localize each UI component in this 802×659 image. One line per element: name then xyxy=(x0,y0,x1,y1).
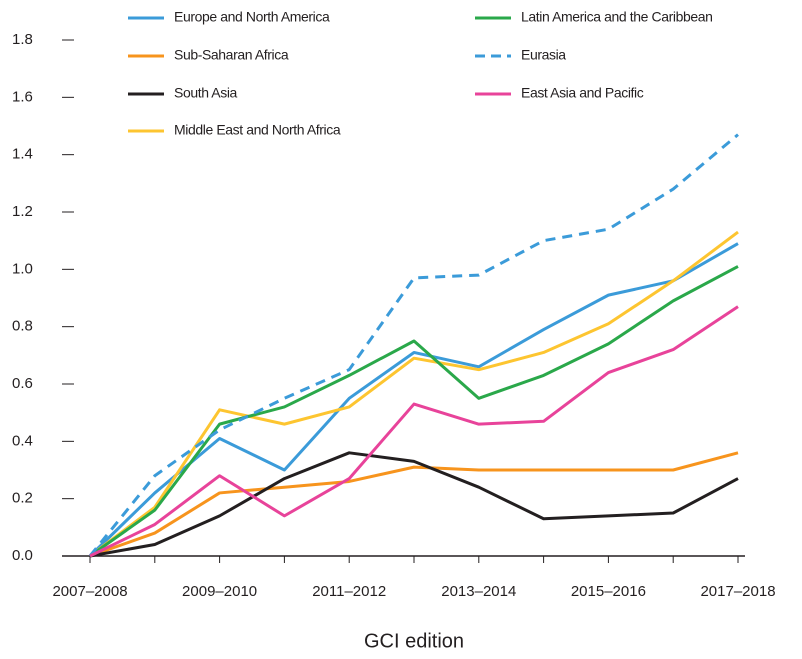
legend-label: Sub-Saharan Africa xyxy=(174,47,289,63)
series-line xyxy=(89,451,739,558)
y-tick-label: 1.2 xyxy=(12,203,33,220)
series-line xyxy=(89,230,739,558)
y-tick-label: 0.6 xyxy=(12,375,33,392)
y-tick-label: 0.0 xyxy=(12,547,33,564)
legend-label: Eurasia xyxy=(521,47,566,63)
y-tick-label: 1.8 xyxy=(12,31,33,48)
y-tick-label: 1.4 xyxy=(12,146,33,163)
series-line xyxy=(89,451,739,558)
y-tick-label: 0.4 xyxy=(12,432,33,449)
legend-label: Middle East and North Africa xyxy=(174,122,341,138)
x-tick-label: 2013–2014 xyxy=(441,583,516,600)
x-tick-label: 2015–2016 xyxy=(571,583,646,600)
x-tick-label: 2017–2018 xyxy=(700,583,775,600)
series-line xyxy=(89,265,739,558)
series-line xyxy=(88,242,739,558)
series-line xyxy=(88,133,739,557)
x-tick-label: 2011–2012 xyxy=(312,583,386,600)
legend-label: Europe and North America xyxy=(174,9,330,25)
legend-label: Latin America and the Caribbean xyxy=(521,9,713,25)
series-line xyxy=(89,305,739,558)
y-tick-label: 1.6 xyxy=(12,88,33,105)
x-tick-label: 2009–2010 xyxy=(182,583,257,600)
legend-label: East Asia and Pacific xyxy=(521,85,644,101)
x-tick-label: 2007–2008 xyxy=(52,583,127,600)
y-tick-label: 0.8 xyxy=(12,318,33,335)
y-tick-label: 1.0 xyxy=(12,260,33,277)
legend-label: South Asia xyxy=(174,85,238,101)
y-tick-label: 0.2 xyxy=(12,490,33,507)
x-axis-label: GCI edition xyxy=(364,630,464,652)
